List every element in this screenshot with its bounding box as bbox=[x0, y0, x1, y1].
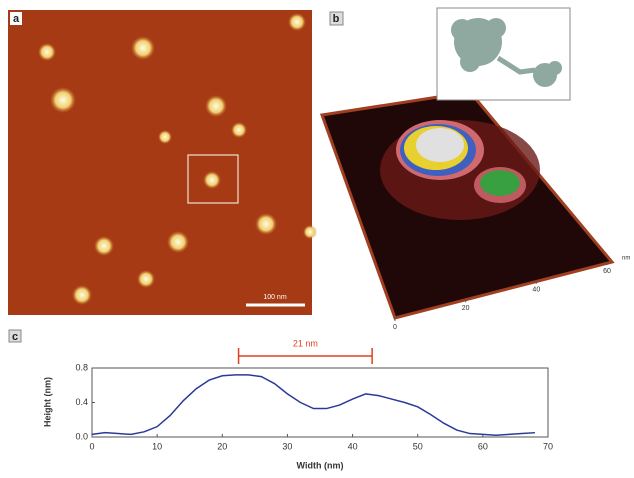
afm-image bbox=[8, 10, 312, 315]
axis-tick-label: 60 bbox=[603, 268, 611, 275]
x-tick-label: 40 bbox=[348, 441, 358, 451]
label-bg bbox=[329, 11, 344, 26]
axis-tick-label: 20 bbox=[462, 305, 470, 312]
panel-b: b 0 20 40 60 nm bbox=[319, 7, 630, 331]
x-axis-label: Width (nm) bbox=[297, 460, 344, 470]
plot-frame bbox=[91, 367, 549, 438]
y-tick-label: 0.0 bbox=[75, 431, 88, 441]
panel-label: a bbox=[13, 13, 20, 25]
x-tick-label: 50 bbox=[413, 441, 423, 451]
selection-box bbox=[187, 154, 239, 204]
x-tick-label: 20 bbox=[217, 441, 227, 451]
x-tick-label: 60 bbox=[478, 441, 488, 451]
x-tick-label: 70 bbox=[543, 441, 553, 451]
panel-label: b bbox=[333, 13, 340, 25]
x-tick-label: 10 bbox=[152, 441, 162, 451]
scale-bar-label: 100 nm bbox=[263, 294, 287, 301]
label-bg bbox=[10, 12, 22, 25]
y-tick-label: 0.4 bbox=[75, 397, 88, 407]
y-tick-label: 0.8 bbox=[75, 362, 88, 372]
y-axis-label: Height (nm) bbox=[42, 377, 52, 427]
axis-tick-label: 40 bbox=[532, 287, 540, 294]
panel-a: 100 nm a bbox=[8, 10, 317, 315]
panel-label: c bbox=[12, 331, 18, 343]
axis-unit: nm bbox=[622, 256, 630, 262]
particles bbox=[38, 13, 317, 305]
surface-shape bbox=[416, 128, 464, 162]
annotation-label: 21 nm bbox=[293, 338, 318, 348]
x-tick-label: 30 bbox=[282, 441, 292, 451]
label-bg bbox=[8, 329, 22, 343]
surface-shape bbox=[480, 170, 520, 196]
axis-tick-label: 0 bbox=[393, 324, 397, 331]
x-tick-label: 0 bbox=[89, 441, 94, 451]
inset-molecule bbox=[451, 18, 562, 87]
profile-line bbox=[91, 374, 536, 437]
